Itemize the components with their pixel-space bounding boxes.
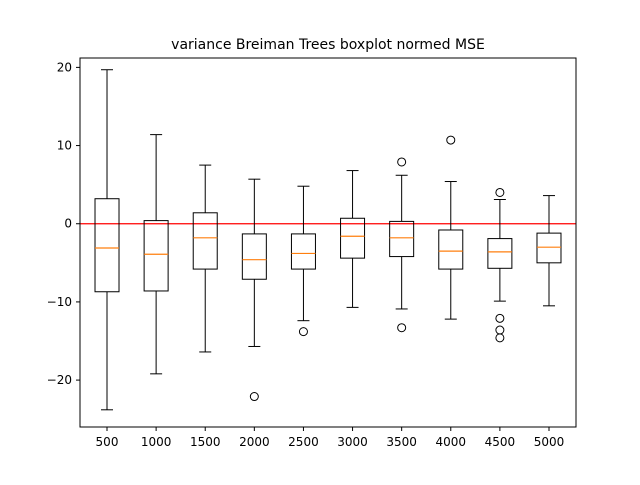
y-tick-label: −20 [47,373,72,387]
box-iqr [94,198,120,293]
outlier-point [495,333,505,343]
outlier-point [446,135,456,145]
x-tick-label: 4000 [435,435,466,449]
box-group-1000 [143,134,169,375]
box-group-500 [94,69,120,411]
y-tick-label: 10 [57,139,72,153]
box-group-4500 [487,187,513,343]
box-group-4000 [438,135,464,320]
y-tick-label: 0 [64,217,72,231]
x-tick-label: 1000 [141,435,172,449]
box-group-2000 [241,178,267,402]
box-iqr [340,217,366,259]
box-group-3000 [340,170,366,308]
y-tick-label: −10 [47,295,72,309]
outlier-point [397,157,407,167]
chart-title: variance Breiman Trees boxplot normed MS… [171,37,485,53]
box-iqr [389,220,415,258]
outlier-point [397,323,407,333]
box-iqr [143,220,169,292]
box-group-1500 [192,164,218,353]
outlier-point [298,327,308,337]
x-tick-label: 2000 [239,435,270,449]
x-tick-label: 3500 [386,435,417,449]
x-tick-label: 3000 [337,435,368,449]
outlier-point [249,392,259,402]
box-group-5000 [536,195,562,307]
box-iqr [290,233,316,270]
outlier-point [495,313,505,323]
box-iqr [487,238,513,269]
y-tick-label: 20 [57,60,72,74]
box-iqr [438,229,464,270]
box-iqr [192,212,218,270]
plot-area [80,69,576,411]
box-group-3500 [389,157,415,333]
axis-ticks: 500 1000 1500 2000 2500 3000 3500 4000 4500 5000 2… [47,60,565,449]
box-group-2500 [290,185,316,337]
axes-frame [79,57,577,428]
x-tick-label: 2500 [288,435,319,449]
box-iqr [241,233,267,280]
x-tick-label: 4500 [485,435,516,449]
box-iqr [536,232,562,264]
outlier-point [495,187,505,197]
x-tick-label: 1500 [190,435,221,449]
x-tick-label: 500 [96,435,119,449]
x-tick-label: 5000 [534,435,565,449]
